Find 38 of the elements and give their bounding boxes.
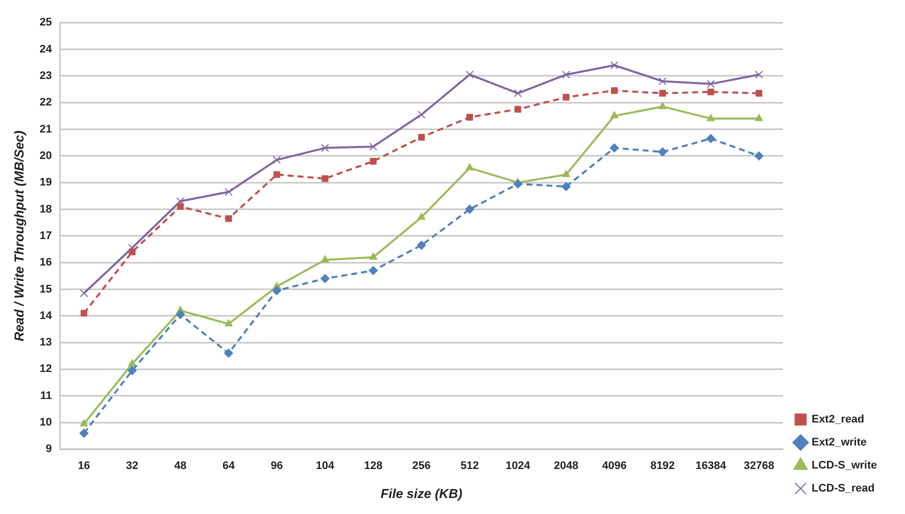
y-tick-label: 23: [40, 70, 52, 82]
x-tick-label: 16: [78, 460, 90, 472]
y-axis-title: Read / Write Throughput (MB/Sec): [11, 130, 26, 342]
x-tick-label: 32768: [744, 460, 774, 472]
x-tick-label: 96: [270, 460, 283, 472]
legend-label: LCD-S_read: [812, 482, 875, 495]
y-tick-label: 18: [40, 203, 52, 216]
x-tick-label: 104: [316, 460, 336, 472]
x-tick-label: 128: [364, 460, 382, 472]
y-tick-label: 9: [46, 443, 52, 456]
y-tick-label: 11: [40, 390, 52, 402]
y-tick-label: 22: [40, 96, 52, 109]
legend-label: LCD-S_write: [812, 460, 878, 472]
y-tick-label: 15: [40, 283, 52, 296]
x-tick-label: 16384: [695, 460, 727, 472]
y-tick-label: 21: [40, 123, 52, 136]
x-tick-label: 4096: [602, 460, 627, 472]
x-tick-label: 2048: [554, 460, 578, 472]
y-tick-label: 13: [40, 336, 52, 349]
x-tick-label: 64: [222, 460, 236, 472]
y-tick-label: 24: [40, 43, 53, 56]
x-axis-title: File size (KB): [380, 486, 462, 501]
y-tick-label: 14: [40, 310, 53, 322]
y-tick-label: 19: [40, 176, 52, 189]
y-tick-label: 20: [40, 150, 52, 162]
y-tick-label: 17: [40, 230, 52, 242]
x-tick-label: 48: [174, 460, 187, 472]
y-tick-label: 25: [40, 16, 52, 29]
x-tick-label: 512: [460, 460, 479, 472]
y-tick-label: 12: [40, 363, 52, 376]
x-tick-label: 8192: [650, 460, 675, 472]
x-tick-label: 32: [126, 460, 138, 472]
x-tick-label: 1024: [506, 460, 532, 472]
legend-label: Ext2_write: [812, 436, 867, 449]
x-tick-label: 256: [412, 460, 431, 472]
y-tick-label: 16: [40, 256, 52, 269]
y-tick-label: 10: [40, 416, 52, 429]
legend-label: Ext2_read: [812, 414, 864, 426]
